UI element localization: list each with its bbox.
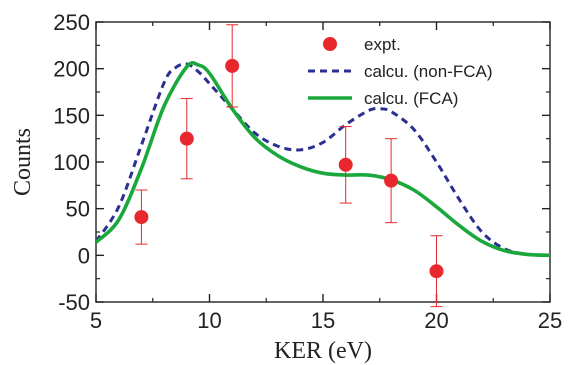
y-axis-title: Counts	[10, 128, 36, 196]
legend: expt. calcu. (non-FCA) calcu. (FCA)	[308, 35, 492, 108]
curves-layer	[94, 61, 551, 258]
legend-label: calcu. (non-FCA)	[364, 62, 492, 81]
data-point	[134, 210, 149, 225]
y-tick-label: 150	[53, 103, 90, 128]
series-line-fca	[94, 61, 551, 258]
y-tick-label: -50	[58, 290, 90, 315]
legend-label: expt.	[364, 35, 401, 54]
y-axis: -50 0 50 100 150 200 250	[53, 10, 550, 315]
x-tick-label: 25	[538, 308, 562, 333]
x-axis-title: KER (eV)	[274, 338, 372, 364]
data-point	[179, 131, 194, 146]
x-tick-label: 20	[424, 308, 448, 333]
y-tick-label: 50	[66, 197, 90, 222]
legend-label: calcu. (FCA)	[364, 89, 458, 108]
data-point	[338, 157, 353, 172]
x-tick-label: 5	[90, 308, 102, 333]
data-point	[429, 264, 444, 279]
data-points-layer	[134, 24, 444, 308]
series-line-non-fca	[94, 62, 551, 257]
x-tick-label: 15	[311, 308, 335, 333]
y-tick-label: 200	[53, 57, 90, 82]
y-tick-label: 250	[53, 10, 90, 35]
x-tick-label: 10	[197, 308, 221, 333]
y-tick-label: 0	[78, 243, 90, 268]
legend-marker-expt	[323, 37, 337, 51]
y-tick-label: 100	[53, 150, 90, 175]
data-point	[384, 173, 399, 188]
data-point	[225, 58, 240, 73]
x-axis: 5 10 15 20 25	[90, 22, 562, 333]
